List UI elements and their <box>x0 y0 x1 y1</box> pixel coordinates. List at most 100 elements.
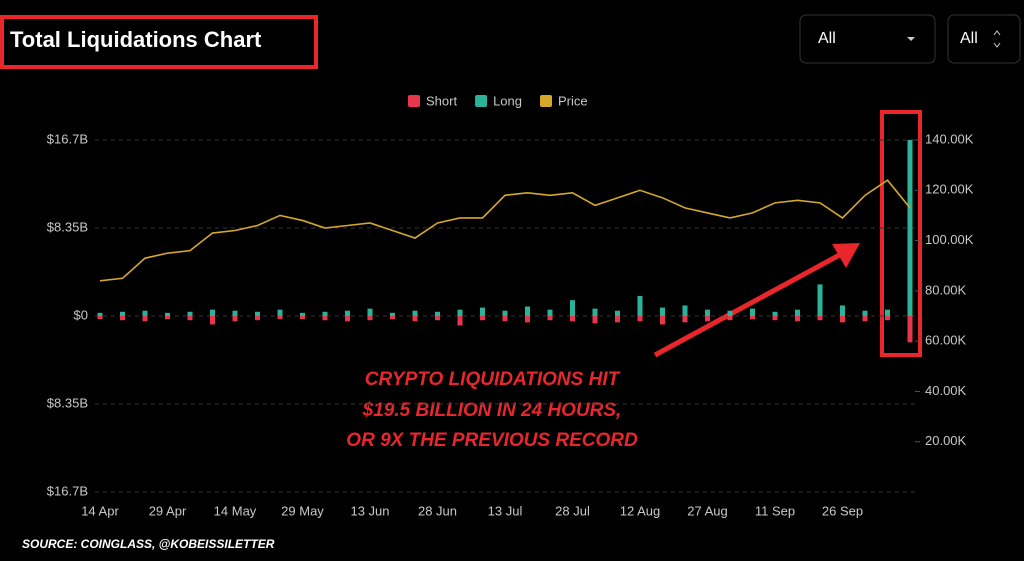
bar <box>502 310 508 316</box>
bar <box>750 316 755 320</box>
source: SOURCE: COINGLASS, @KOBEISSILETTER <box>22 537 275 551</box>
annotation-line: $19.5 BILLION IN 24 HOURS, <box>362 400 622 421</box>
x-tick-label: 29 Apr <box>149 503 187 518</box>
bar <box>795 316 800 322</box>
bar <box>255 311 260 316</box>
y-tick-label: $8.35B <box>47 395 88 410</box>
bar <box>660 316 665 325</box>
bar <box>165 312 170 316</box>
y2-tick-label: 20.00K <box>925 433 967 448</box>
y2-tick-label: 100.00K <box>925 232 974 247</box>
bar <box>817 284 823 316</box>
bar <box>412 310 418 316</box>
bar <box>682 305 688 316</box>
coin-select-label[interactable]: All <box>960 30 978 47</box>
bar <box>142 310 148 316</box>
range-dropdown[interactable] <box>799 14 936 64</box>
bar <box>142 316 148 322</box>
dropdown-caret <box>907 37 915 41</box>
bar <box>165 316 170 320</box>
legend-swatch <box>475 95 488 107</box>
bar <box>457 316 463 326</box>
bar <box>907 140 913 316</box>
bar <box>772 316 778 321</box>
x-tick-label: 12 Aug <box>620 503 661 518</box>
bar <box>412 316 418 322</box>
x-tick-label: 13 Jun <box>350 503 389 518</box>
spike-highlight <box>880 110 922 357</box>
bar <box>885 309 890 316</box>
bar <box>727 310 733 316</box>
bar <box>637 316 643 322</box>
bar <box>390 316 395 320</box>
x-tick-label: 28 Jun <box>418 503 457 518</box>
bar <box>97 316 103 320</box>
y2-tick-label: 80.00K <box>925 282 967 297</box>
bar <box>795 309 800 316</box>
bar <box>277 316 283 320</box>
y-tick-label: $16.7B <box>47 483 88 498</box>
bar <box>525 306 530 316</box>
bar <box>660 307 665 316</box>
y-tick-label: $8.35B <box>47 219 88 234</box>
legend-label: Long <box>493 93 522 108</box>
annotation-arrow <box>653 249 847 358</box>
bar <box>862 310 868 316</box>
bar <box>322 311 328 316</box>
bar <box>840 305 845 316</box>
bar <box>367 316 373 321</box>
bar <box>345 316 350 322</box>
legend-label: Short <box>426 93 457 108</box>
x-tick-label: 28 Jul <box>555 503 590 518</box>
bar <box>300 312 305 316</box>
bar <box>187 311 193 316</box>
bar <box>547 309 553 316</box>
coin-select[interactable] <box>947 14 1021 64</box>
bar <box>480 307 485 316</box>
legend-swatch <box>408 95 420 107</box>
bar <box>210 316 215 325</box>
bar <box>210 309 215 316</box>
x-tick-label: 11 Sep <box>755 503 795 518</box>
range-dropdown-label[interactable]: All <box>818 30 836 47</box>
bar <box>592 308 598 316</box>
x-tick-label: 27 Aug <box>687 503 728 518</box>
select-arrows <box>993 30 1001 48</box>
bar <box>840 316 845 323</box>
y-tick-label: $0 <box>74 307 88 322</box>
legend-label: Price <box>558 93 588 108</box>
x-tick-label: 14 Apr <box>81 503 119 518</box>
bar <box>120 311 125 316</box>
title-highlight <box>0 15 318 69</box>
x-tick-label: 29 May <box>281 503 324 518</box>
annotation-line: OR 9X THE PREVIOUS RECORD <box>346 430 638 451</box>
bar <box>255 316 260 321</box>
bar <box>727 316 733 321</box>
x-tick-label: 26 Sep <box>822 503 863 518</box>
bar <box>232 310 238 316</box>
bar <box>525 316 530 323</box>
bar <box>322 316 328 321</box>
price-line <box>99 179 911 282</box>
bar <box>570 300 575 316</box>
arrow-head <box>832 243 860 268</box>
y2-tick-label: 40.00K <box>925 383 967 398</box>
bar <box>367 308 373 316</box>
bar <box>120 316 125 321</box>
bar <box>817 316 823 321</box>
annotation-line: CRYPTO LIQUIDATIONS HIT <box>365 369 621 390</box>
bar <box>615 316 620 323</box>
bar <box>907 316 913 343</box>
bar <box>345 310 350 316</box>
y2-tick-label: 140.00K <box>925 131 974 146</box>
x-tick-label: 13 Jul <box>488 503 523 518</box>
bar <box>862 316 868 322</box>
bar <box>435 316 440 321</box>
bar <box>435 311 440 316</box>
bar <box>592 316 598 324</box>
bar <box>547 316 553 321</box>
bar <box>457 309 463 316</box>
x-tick-label: 14 May <box>214 503 257 518</box>
